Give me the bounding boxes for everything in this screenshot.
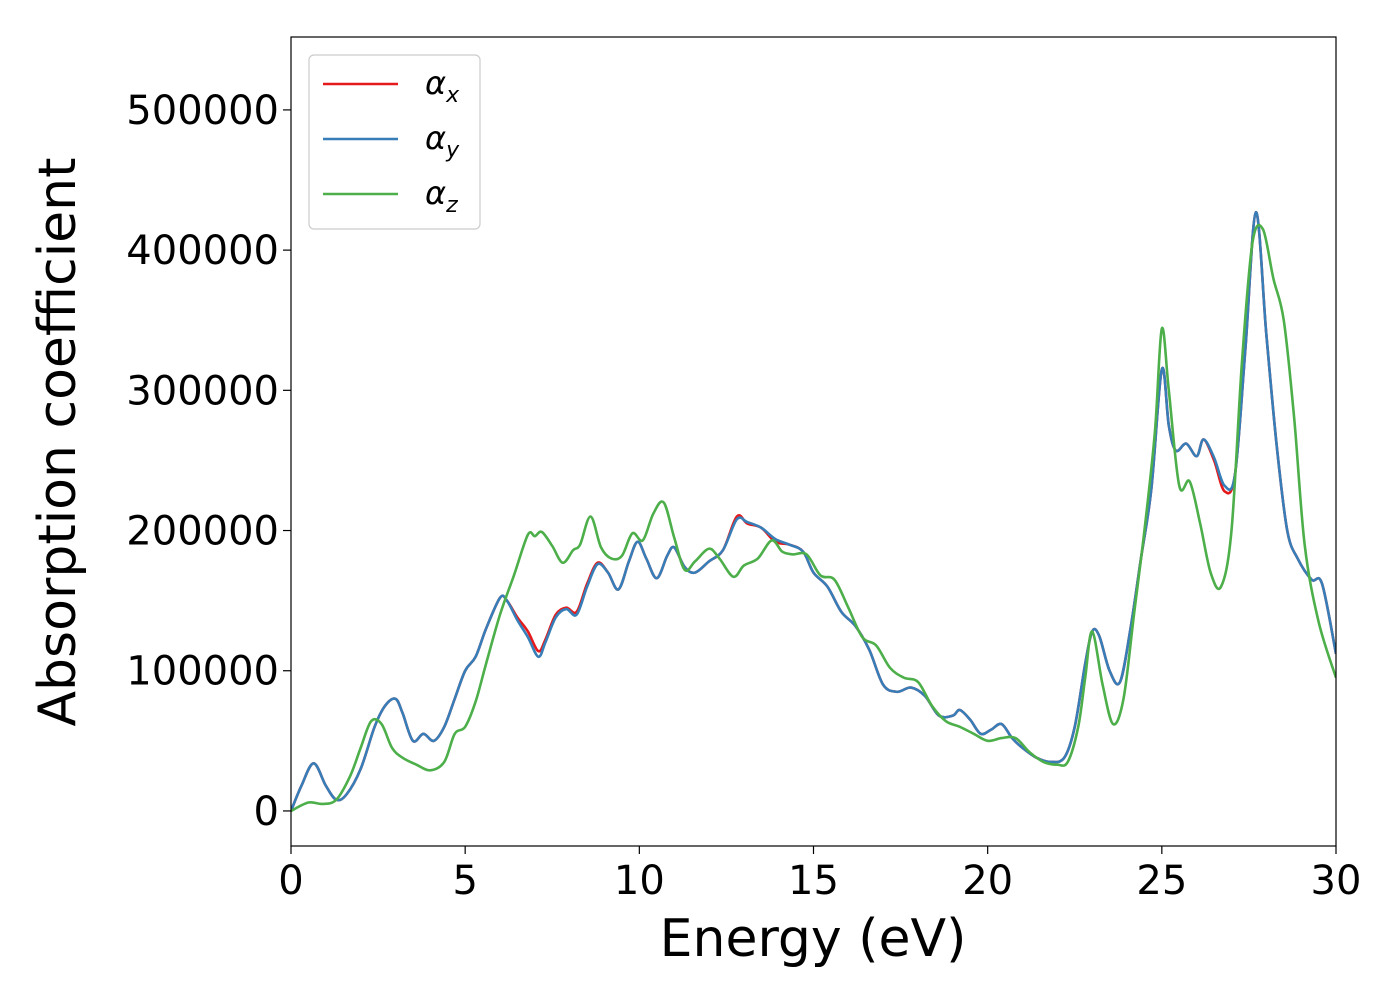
y-tick-label: 0 xyxy=(254,789,279,835)
legend-box xyxy=(308,54,481,230)
x-axis-ticks: 0 5 10 15 20 25 30 xyxy=(278,846,1361,904)
x-tick-label: 10 xyxy=(614,858,665,904)
x-tick-label: 25 xyxy=(1136,858,1187,904)
legend-label-z: αz xyxy=(425,174,458,218)
series-layer xyxy=(291,210,1336,813)
y-tick-label: 200000 xyxy=(126,509,279,555)
x-tick-label: 30 xyxy=(1311,858,1362,904)
series-line-z xyxy=(291,223,1336,813)
x-tick-label: 15 xyxy=(788,858,839,904)
y-tick-label: 300000 xyxy=(126,368,279,414)
y-tick-label: 400000 xyxy=(126,228,279,274)
legend-label-y: αy xyxy=(425,119,460,163)
y-tick-label: 100000 xyxy=(126,649,279,695)
series-line-y xyxy=(291,210,1336,812)
y-axis-title: Absorption coefficient xyxy=(28,157,88,726)
x-tick-label: 0 xyxy=(278,858,303,904)
legend: αx αy αz xyxy=(308,54,481,230)
y-axis-ticks: 0 100000 200000 300000 400000 500000 xyxy=(126,88,291,835)
x-axis-title: Energy (eV) xyxy=(660,909,967,969)
y-tick-label: 500000 xyxy=(126,88,279,134)
x-tick-label: 5 xyxy=(452,858,477,904)
legend-label-x: αx xyxy=(425,64,460,108)
x-tick-label: 20 xyxy=(962,858,1013,904)
